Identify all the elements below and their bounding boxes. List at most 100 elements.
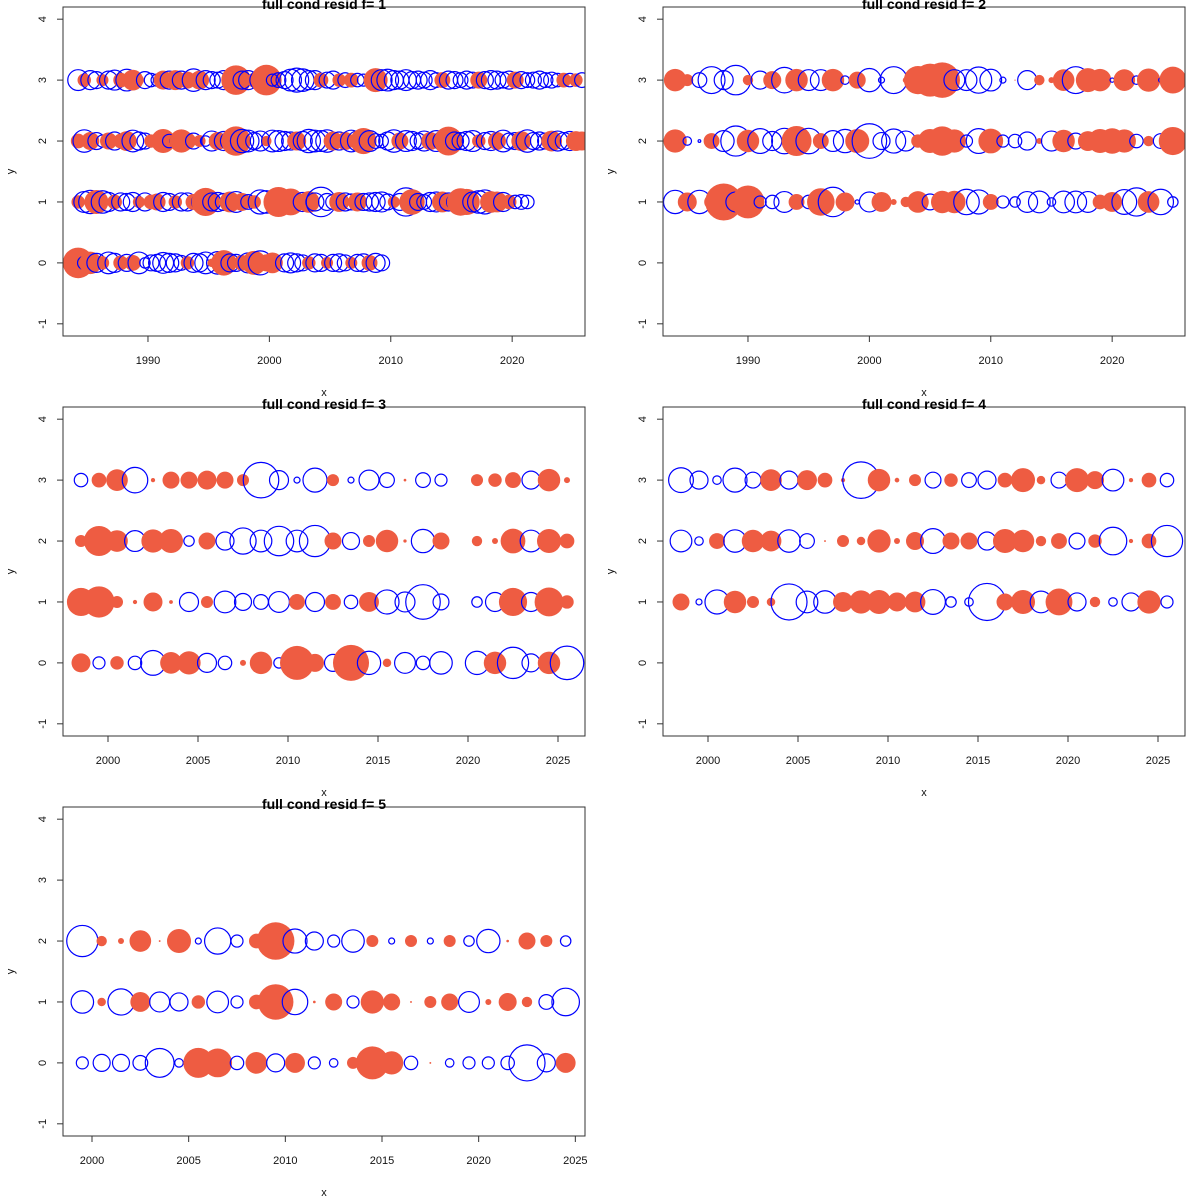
bubble-negative <box>213 590 237 614</box>
bubble-positive <box>191 995 206 1009</box>
x-tick-label: 2020 <box>456 755 480 767</box>
bubble-positive <box>944 473 958 487</box>
bubble-negative <box>1016 190 1039 213</box>
bubble-positive <box>1089 596 1101 608</box>
bubble-positive <box>96 74 109 87</box>
bubble-positive <box>537 651 561 675</box>
y-tick-label: 1 <box>37 999 49 1005</box>
bubble-negative <box>373 254 391 272</box>
bubble-positive <box>540 935 553 948</box>
bubble-positive <box>788 194 805 210</box>
x-tick-label: 2000 <box>96 755 120 767</box>
bubble-positive <box>817 472 833 488</box>
bubble-negative <box>712 130 735 153</box>
bubble-positive <box>1010 468 1036 493</box>
bubble-positive <box>1112 129 1136 153</box>
bubble-negative <box>551 987 581 1017</box>
bubble-negative <box>302 467 328 493</box>
bubble-positive <box>336 132 355 151</box>
bubble-positive <box>907 191 929 213</box>
bubble-positive <box>485 998 492 1005</box>
bubble-negative <box>429 651 453 675</box>
bubble-negative <box>196 652 218 673</box>
bubble-positive <box>83 586 115 618</box>
y-tick-label: 4 <box>637 16 649 22</box>
bubble-positive <box>91 472 107 488</box>
bubble-positive <box>763 71 782 90</box>
bubble-positive <box>1159 66 1185 94</box>
bubble-negative <box>574 72 585 89</box>
x-axis-label: x <box>921 387 927 399</box>
x-tick-label: 2020 <box>466 1155 490 1167</box>
bubble-negative <box>324 253 343 272</box>
bubble-negative <box>463 935 475 947</box>
bubble-negative <box>682 136 693 146</box>
x-tick-label: 2000 <box>80 1155 104 1167</box>
bubble-positive <box>160 652 182 674</box>
bubble-positive <box>285 1052 305 1073</box>
bubble-positive <box>221 65 251 95</box>
y-tick-label: 0 <box>637 660 649 666</box>
bubble-positive <box>904 591 926 613</box>
bubble-positive <box>833 591 853 612</box>
y-tick-label: -1 <box>37 719 49 729</box>
panel-5: 2000 2005 2010 2015 2020 2025 -1 0 1 2 3 4 x y full co… <box>5 796 588 1199</box>
bubble-positive <box>129 930 152 952</box>
bubble-negative <box>403 1055 419 1071</box>
bubble-negative <box>374 589 400 615</box>
bubble-negative <box>358 130 381 153</box>
bubble-positive <box>143 592 163 612</box>
bubble-negative <box>282 928 308 954</box>
bubble-positive <box>332 73 346 87</box>
bubble-negative <box>359 192 380 212</box>
bubble-negative <box>476 928 501 954</box>
bubble-positive <box>483 651 507 675</box>
panel-3: 2000 2005 2010 2015 2020 2025 -1 0 1 2 3 4 x y full co… <box>5 396 586 799</box>
bubble-positive <box>350 127 377 155</box>
bubble-positive <box>709 533 725 549</box>
bubble-positive <box>169 600 173 604</box>
bubble-negative <box>284 67 310 93</box>
bubble-negative <box>174 1058 184 1068</box>
bubble-negative <box>512 71 531 90</box>
bubble-negative <box>959 134 974 148</box>
bubble-negative <box>668 467 694 494</box>
bubble-positive <box>434 126 463 156</box>
bubble-positive <box>893 538 901 545</box>
bubble-positive <box>249 651 273 675</box>
plot-frame <box>662 6 1186 337</box>
bubbles <box>66 461 585 681</box>
bubble-positive <box>431 191 453 213</box>
bubble-positive <box>1036 138 1043 145</box>
x-tick-label: 2000 <box>696 755 720 767</box>
bubble-negative <box>955 69 978 92</box>
bubble-negative <box>183 535 195 547</box>
bubble-negative <box>206 990 230 1014</box>
x-tick-label: 2020 <box>500 355 524 367</box>
y-tick-label: 0 <box>37 260 49 266</box>
bubble-positive <box>107 194 122 210</box>
bubble-negative <box>697 66 726 95</box>
bubble-negative <box>549 645 585 681</box>
y-tick-label: 2 <box>37 138 49 144</box>
bubble-positive <box>506 939 510 943</box>
bubble-negative <box>872 131 891 151</box>
y-tick-label: 4 <box>37 816 49 822</box>
bubble-positive <box>387 195 400 208</box>
bubble-positive <box>1051 533 1067 549</box>
bubble-negative <box>365 252 386 273</box>
bubble-positive <box>106 530 128 552</box>
y-tick-label: 1 <box>37 599 49 605</box>
bubble-negative <box>457 990 481 1013</box>
bubble-negative <box>524 71 542 89</box>
bubble-positive <box>500 528 526 554</box>
bubble-positive <box>760 469 782 491</box>
bubble-positive <box>332 644 370 681</box>
bubble-negative <box>996 195 1010 209</box>
bubble-negative <box>260 129 284 153</box>
bubble-positive <box>498 587 528 617</box>
x-tick-label: 2005 <box>186 755 210 767</box>
bubble-negative <box>194 937 202 945</box>
bubble-positive <box>297 191 320 213</box>
bubble-negative <box>924 471 942 489</box>
